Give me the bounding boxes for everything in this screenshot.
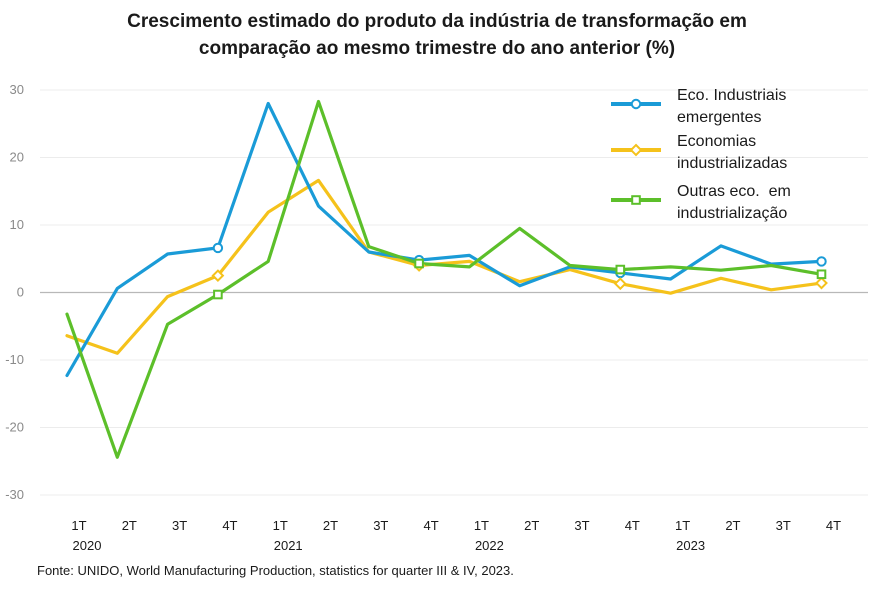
x-year-label: 2021: [274, 538, 303, 553]
x-tick-label: 3T: [373, 518, 388, 533]
x-tick-label: 3T: [172, 518, 187, 533]
x-tick-label: 2T: [122, 518, 137, 533]
x-tick-label: 1T: [474, 518, 489, 533]
y-tick-label: 30: [10, 82, 24, 97]
y-tick-label: -10: [5, 352, 24, 367]
legend-label: Eco. Industriais: [677, 87, 786, 104]
chart-title-line-1: Crescimento estimado do produto da indús…: [127, 11, 747, 32]
x-axis: 1T 2T 3T 4T 1T 2T 3T 4T 1T 2T 3T 4T 1T 2T 3T 4T 2020 2021…: [71, 518, 841, 553]
x-tick-label: 3T: [574, 518, 589, 533]
series-line: [65, 101, 824, 378]
legend-marker: [630, 98, 642, 110]
x-tick-label: 4T: [625, 518, 640, 533]
data-point-marker: [815, 276, 828, 290]
x-tick-label: 3T: [776, 518, 791, 533]
x-tick-label: 1T: [71, 518, 86, 533]
x-year-label: 2023: [676, 538, 705, 553]
x-tick-label: 4T: [826, 518, 841, 533]
y-axis: -30 -20 -10 0 10 20 30: [5, 82, 24, 502]
data-point-marker: [613, 277, 627, 291]
x-tick-label: 2T: [524, 518, 539, 533]
series-line: [65, 178, 824, 355]
data-point-marker: [213, 289, 223, 300]
data-point-marker: [414, 258, 424, 269]
chart-title-line-2: comparação ao mesmo trimestre do ano ant…: [198, 38, 676, 59]
y-tick-label: 20: [10, 150, 24, 165]
x-tick-label: 2T: [323, 518, 338, 533]
data-point-marker: [615, 264, 626, 275]
legend-marker: [629, 143, 643, 157]
data-point-marker: [211, 269, 225, 283]
legend: Eco. Industriais emergentes Economias indus…: [611, 87, 791, 222]
series-lines: [65, 99, 828, 459]
x-tick-label: 4T: [222, 518, 237, 533]
y-tick-label: -30: [5, 487, 24, 502]
x-year-label: 2022: [475, 538, 504, 553]
source-note: Fonte: UNIDO, World Manufacturing Produc…: [37, 563, 514, 578]
chart-title: Crescimento estimado do produto da indús…: [0, 8, 874, 62]
legend-label: industrialização: [677, 205, 787, 222]
legend-label: Economias: [677, 133, 756, 150]
legend-label: emergentes: [677, 109, 762, 126]
legend-marker: [631, 195, 641, 205]
x-tick-label: 4T: [424, 518, 439, 533]
legend-label: industrializadas: [677, 155, 787, 172]
x-tick-label: 1T: [273, 518, 288, 533]
data-point-marker: [212, 242, 224, 254]
data-point-marker: [816, 256, 827, 267]
y-tick-label: -20: [5, 420, 24, 435]
data-point-marker: [816, 269, 827, 280]
x-tick-label: 2T: [725, 518, 740, 533]
series-line: [65, 99, 824, 459]
x-year-label: 2020: [73, 538, 102, 553]
y-tick-label: 0: [17, 285, 24, 300]
y-tick-label: 10: [10, 217, 24, 232]
x-tick-label: 1T: [675, 518, 690, 533]
legend-label: Outras eco. em: [677, 183, 791, 200]
grid: [40, 89, 868, 496]
